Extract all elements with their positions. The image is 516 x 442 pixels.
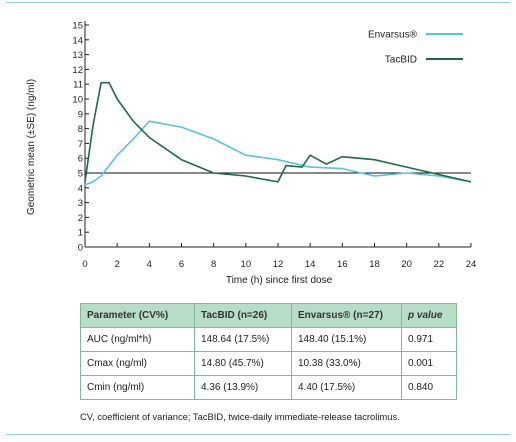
y-tick-label: 4 bbox=[78, 183, 83, 194]
header-p-value: p value bbox=[401, 303, 457, 328]
x-tick-label: 4 bbox=[147, 259, 152, 270]
table-header-row: Parameter (CV%) TacBID (n=26) Envarsus® … bbox=[80, 303, 457, 328]
y-tick-label: 13 bbox=[72, 50, 83, 61]
y-tick-label: 3 bbox=[78, 198, 83, 209]
x-tick-label: 10 bbox=[241, 259, 252, 270]
y-tick-label: 5 bbox=[78, 169, 83, 180]
chart-legend: Envarsus® TacBID bbox=[368, 30, 463, 66]
table-cell: 0.001 bbox=[401, 351, 457, 376]
table-cell: 4.36 (13.9%) bbox=[194, 375, 292, 400]
series-line bbox=[84, 120, 472, 186]
x-tick-label: 20 bbox=[401, 259, 412, 270]
table-cell: 14.80 (45.7%) bbox=[194, 351, 292, 376]
table-caption: CV, coefficient of variance; TacBID, twi… bbox=[80, 411, 400, 422]
header-envarsus: Envarsus® (n=27) bbox=[291, 303, 402, 328]
table-cell: 0.971 bbox=[401, 327, 457, 352]
x-tick-label: 6 bbox=[179, 259, 184, 270]
table-cell: Cmin (ng/ml) bbox=[80, 375, 195, 400]
header-tacbid: TacBID (n=26) bbox=[194, 303, 292, 328]
table-row: Cmin (ng/ml) 4.36 (13.9%) 4.40 (17.5%) 0… bbox=[80, 375, 457, 400]
header-parameter: Parameter (CV%) bbox=[80, 303, 195, 328]
y-tick-label: 11 bbox=[73, 80, 83, 91]
x-tick-label: 14 bbox=[305, 259, 316, 270]
y-axis-label: Geometric mean (±SE) (ng/ml) bbox=[26, 79, 37, 215]
x-tick-label: 2 bbox=[115, 259, 120, 270]
table-row: AUC (ng/ml*h) 148.64 (17.5%) 148.40 (15.… bbox=[80, 327, 457, 352]
chart-series bbox=[84, 81, 472, 186]
y-tick-label: 1 bbox=[78, 228, 83, 239]
table-cell: 4.40 (17.5%) bbox=[291, 375, 402, 400]
pk-parameters-table: Parameter (CV%) TacBID (n=26) Envarsus® … bbox=[80, 303, 457, 400]
y-tick-label: 6 bbox=[78, 154, 83, 165]
x-tick-label: 8 bbox=[211, 259, 216, 270]
y-tick-label: 14 bbox=[72, 35, 83, 46]
x-tick-label: 24 bbox=[466, 259, 477, 270]
y-tick-label: 0 bbox=[78, 243, 83, 254]
y-tick-label: 2 bbox=[78, 213, 83, 224]
x-tick-label: 18 bbox=[369, 259, 380, 270]
table-cell: 0.840 bbox=[401, 375, 457, 400]
x-axis-label: Time (h) since first dose bbox=[226, 275, 333, 286]
table-cell: AUC (ng/ml*h) bbox=[80, 327, 195, 352]
table-row: Cmax (ng/ml) 14.80 (45.7%) 10.38 (33.0%)… bbox=[80, 351, 457, 376]
series-line bbox=[84, 81, 472, 183]
y-tick-label: 15 bbox=[72, 21, 83, 32]
x-tick-label: 16 bbox=[337, 259, 348, 270]
x-tick-label: 22 bbox=[434, 259, 445, 270]
table-cell: 148.40 (15.1%) bbox=[291, 327, 402, 352]
legend-label: TacBID bbox=[385, 55, 417, 66]
table-cell: 148.64 (17.5%) bbox=[194, 327, 292, 352]
y-tick-label: 7 bbox=[78, 139, 83, 150]
legend-label: Envarsus® bbox=[368, 30, 418, 41]
table-cell: Cmax (ng/ml) bbox=[80, 351, 195, 376]
x-tick-label: 0 bbox=[82, 259, 87, 270]
y-tick-label: 8 bbox=[78, 124, 83, 135]
table-cell: 10.38 (33.0%) bbox=[291, 351, 402, 376]
bottom-divider bbox=[6, 434, 510, 435]
top-divider bbox=[6, 2, 510, 3]
y-tick-label: 10 bbox=[72, 95, 83, 106]
y-tick-label: 12 bbox=[72, 65, 83, 76]
x-tick-label: 12 bbox=[273, 259, 284, 270]
y-tick-label: 9 bbox=[78, 109, 83, 120]
